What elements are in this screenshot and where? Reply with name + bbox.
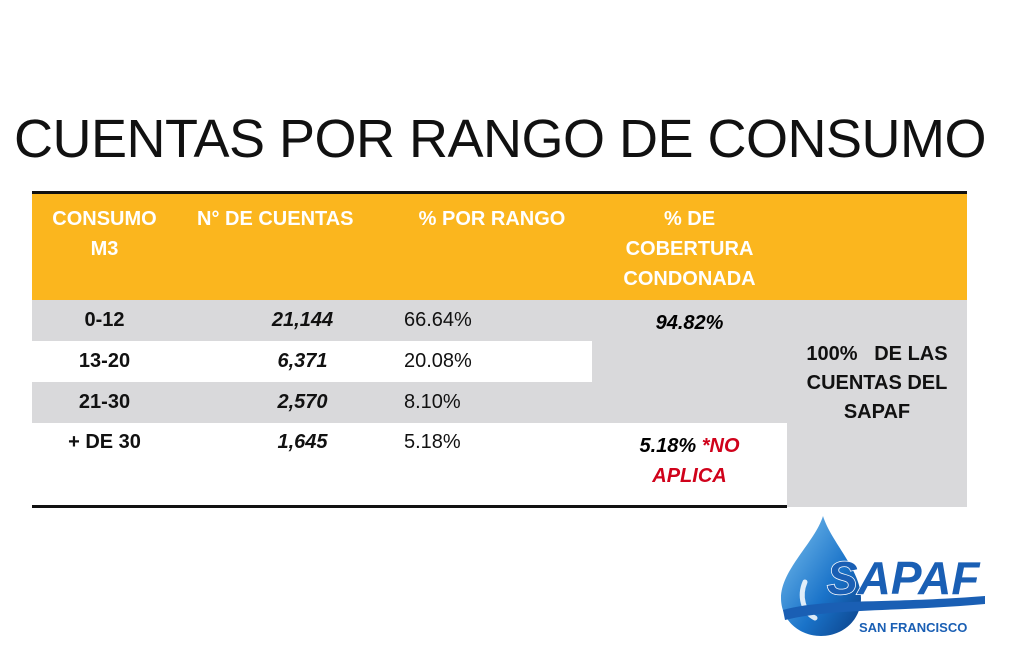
cell-cuentas: 2,570 (177, 382, 392, 423)
header-blank (787, 191, 967, 300)
cell-consumo: 13-20 (32, 341, 177, 382)
header-consumo: CONSUMO M3 (32, 191, 177, 300)
table-row: 13-20 6,371 20.08% (32, 341, 967, 382)
page-title: CUENTAS POR RANGO DE CONSUMO (13, 109, 987, 169)
wave-icon (783, 596, 985, 620)
logo-name: SAPAF (827, 552, 981, 604)
cell-consumo: + DE 30 (32, 423, 177, 508)
cell-cuentas: 6,371 (177, 341, 392, 382)
cell-porcentaje: 20.08% (392, 341, 592, 382)
cell-porcentaje: 8.10% (392, 382, 592, 423)
table-row: + DE 30 1,645 5.18% 5.18% *NO APLICA (32, 423, 967, 508)
table-row: 21-30 2,570 8.10% (32, 382, 967, 423)
cell-cobertura-no-aplica: 5.18% *NO APLICA (592, 423, 787, 508)
header-por-rango: % POR RANGO (392, 191, 592, 300)
table-row: 0-12 21,144 66.64% 94.82% 100% DE LAS CU… (32, 300, 967, 507)
consumption-table: CONSUMO M3 N° DE CUENTAS % POR RANGO % D… (32, 191, 967, 508)
header-cobertura: % DE COBERTURA CONDONADA (592, 191, 787, 300)
cell-consumo: 0-12 (32, 300, 177, 341)
table-header-row: CONSUMO M3 N° DE CUENTAS % POR RANGO % D… (32, 191, 967, 300)
sapaf-logo: SAPAF SAN FRANCISCO (781, 516, 985, 636)
cell-cobertura-condonada: 94.82% (592, 300, 787, 423)
cell-total-note: 100% DE LAS CUENTAS DEL SAPAF (787, 300, 967, 507)
cell-cuentas: 21,144 (177, 300, 392, 341)
cell-consumo: 21-30 (32, 382, 177, 423)
cell-porcentaje: 5.18% (392, 423, 592, 508)
logo-subtitle: SAN FRANCISCO (859, 620, 967, 635)
cell-cuentas: 1,645 (177, 423, 392, 508)
header-cuentas: N° DE CUENTAS (177, 191, 392, 300)
cell-porcentaje: 66.64% (392, 300, 592, 341)
